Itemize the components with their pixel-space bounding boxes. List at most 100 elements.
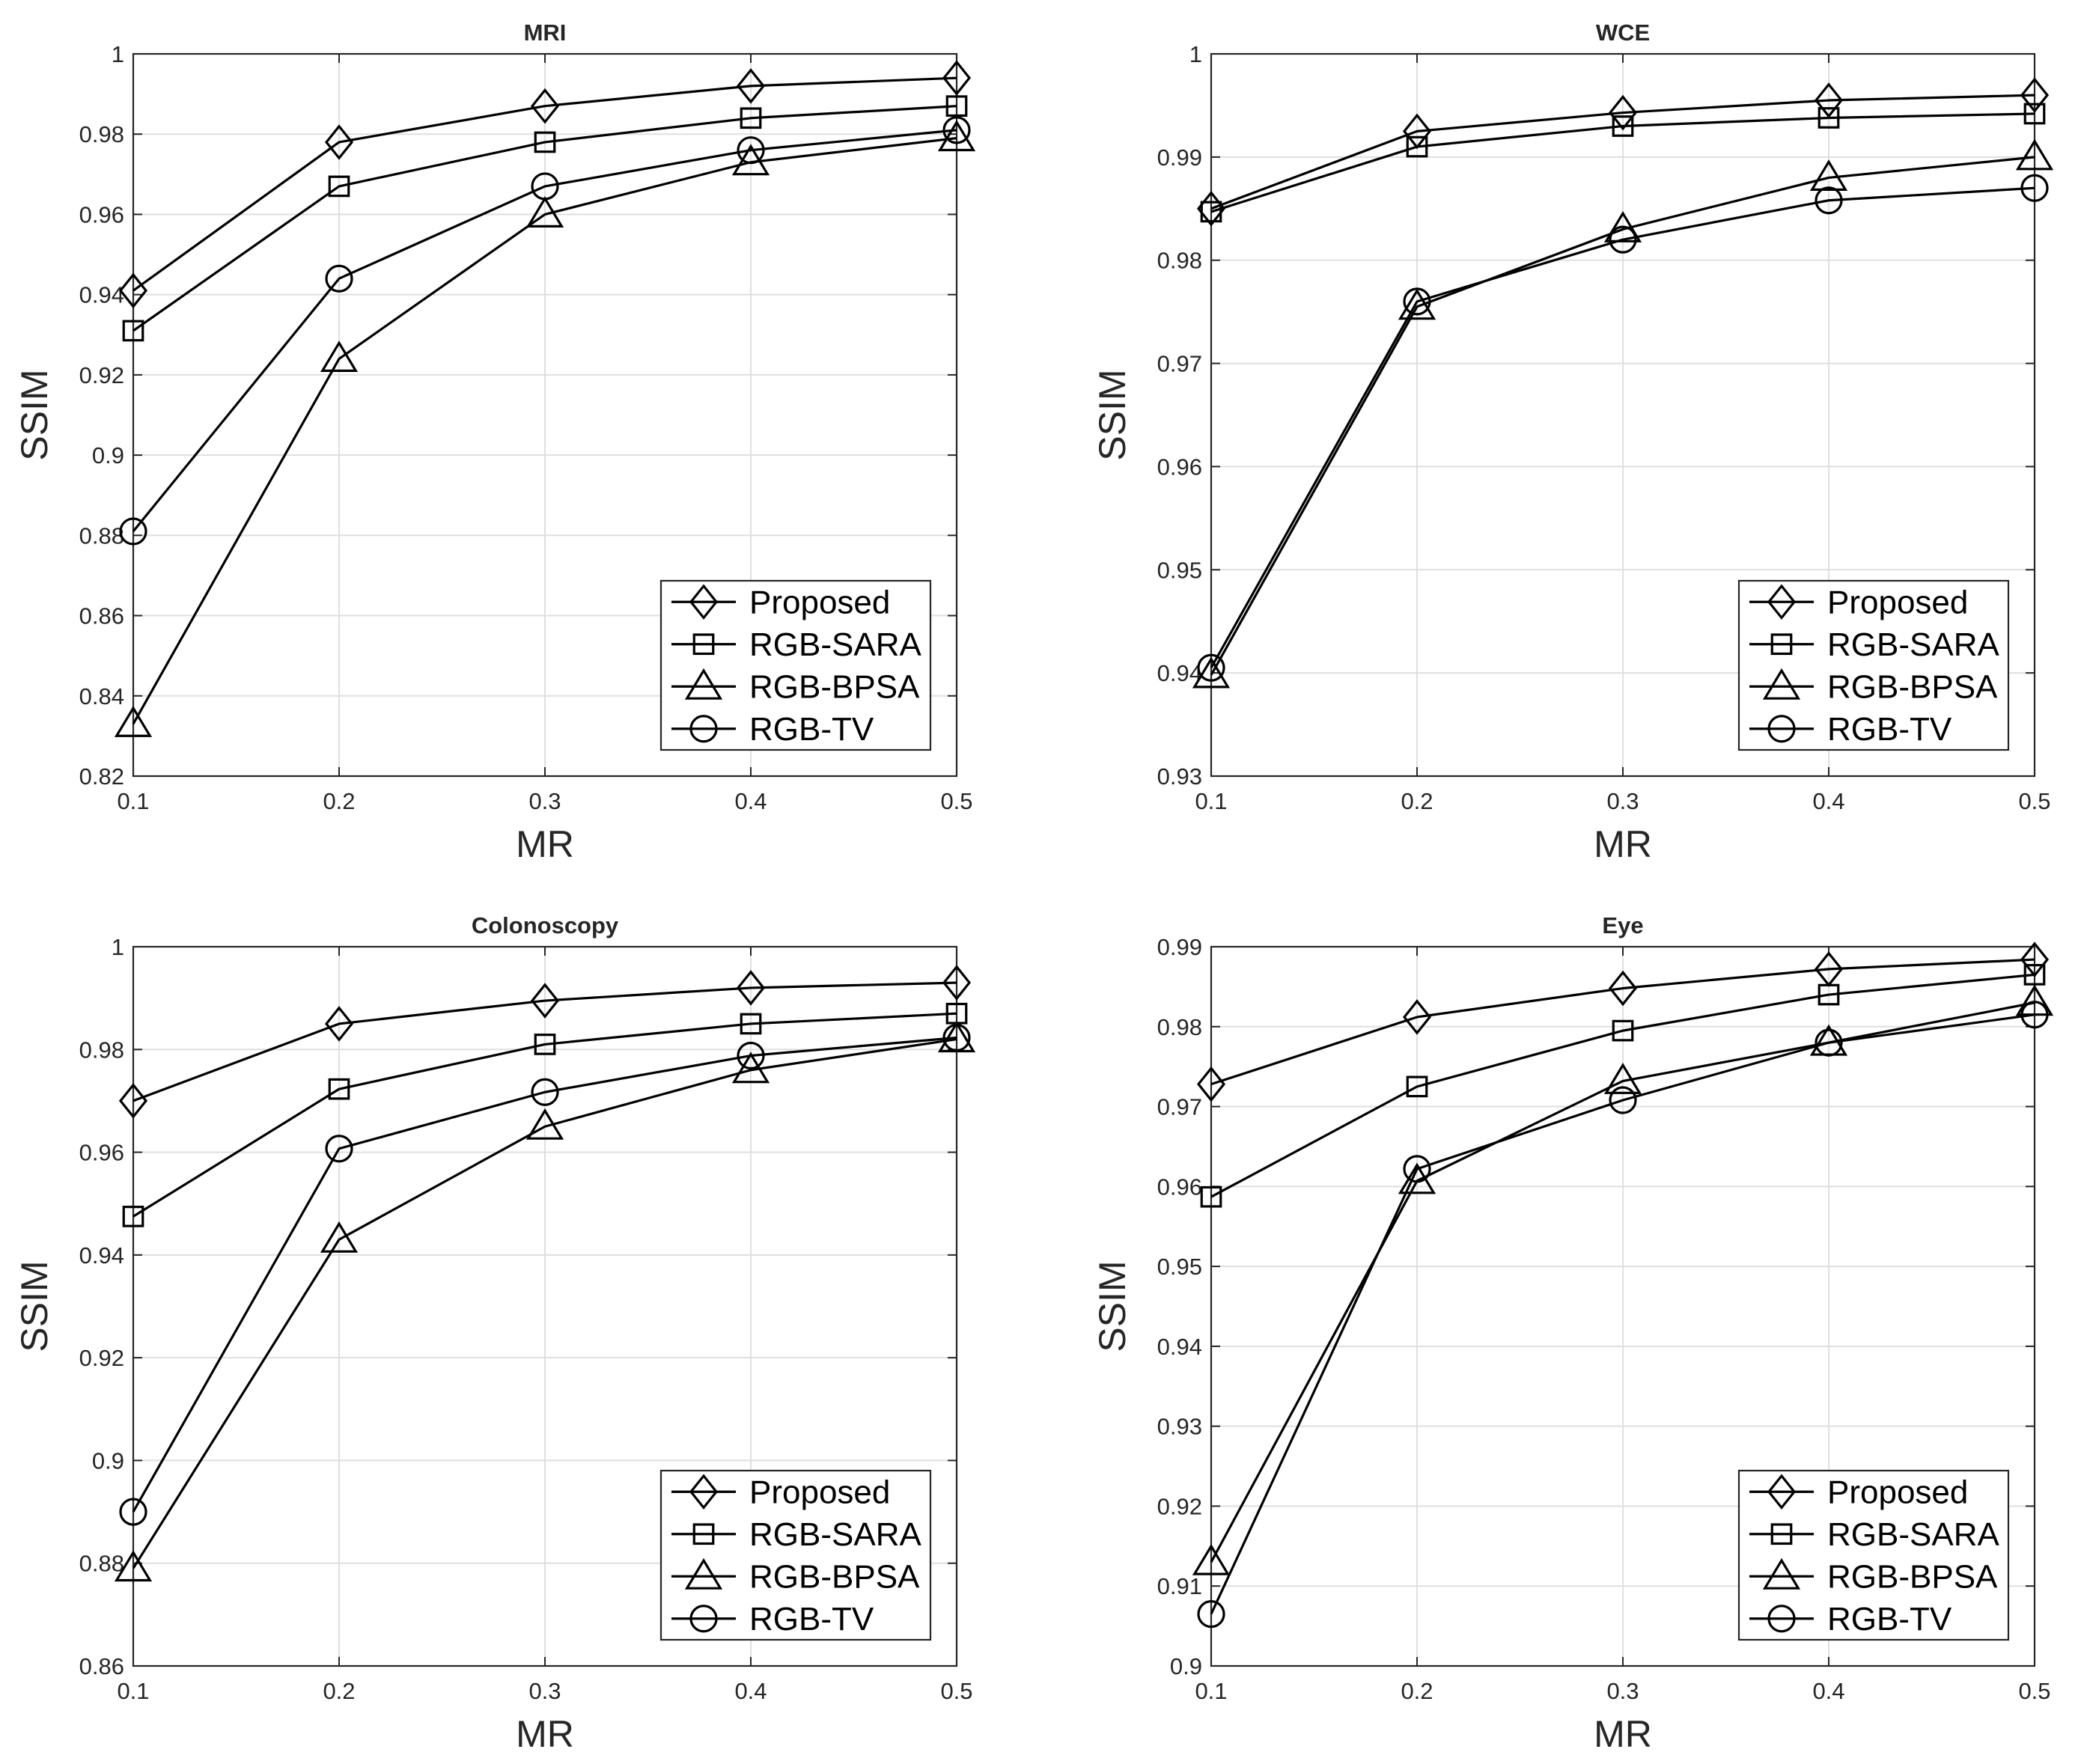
data-point-triangle — [731, 1052, 770, 1084]
x-axis-label: MR — [516, 823, 574, 865]
y-tick-label: 0.99 — [1157, 144, 1202, 171]
legend-label: Proposed — [1827, 1474, 1968, 1510]
data-point-diamond — [1608, 970, 1638, 1007]
data-point-triangle — [320, 1221, 359, 1253]
x-tick-label: 0.4 — [734, 788, 767, 814]
legend-box — [1737, 579, 2010, 751]
data-point-circle — [1197, 653, 1225, 682]
data-point-square — [1612, 115, 1634, 137]
data-point-circle — [1197, 1599, 1225, 1629]
data-point-square — [740, 107, 762, 129]
legend: Proposed RGB-SARA RGB-BPSA RGB-TV — [1737, 1469, 2010, 1641]
series-group — [1192, 941, 2054, 1629]
y-tick-label: 0.82 — [79, 763, 124, 790]
data-point-circle — [325, 264, 353, 293]
x-tick-label: 0.5 — [2018, 1678, 2050, 1704]
x-tick-label: 0.1 — [117, 788, 149, 814]
data-point-diamond — [736, 970, 766, 1006]
legend-marker-circle — [1767, 1605, 1796, 1633]
legend: Proposed RGB-SARA RGB-BPSA RGB-TV — [659, 579, 932, 751]
data-point-circle — [1609, 225, 1637, 254]
x-axis-label: MR — [1594, 1713, 1652, 1755]
series-line — [132, 76, 957, 292]
data-point-square — [122, 320, 144, 342]
chart-title: Eye — [1602, 912, 1643, 939]
legend-box — [659, 579, 932, 751]
legend-item-rgb-sara: RGB-SARA — [671, 626, 921, 663]
legend-label: RGB-TV — [749, 711, 874, 748]
legend: Proposed RGB-SARA RGB-BPSA RGB-TV — [1737, 579, 2010, 751]
chart-panel-colonoscopy: 0.1 0.2 0.3 0.4 0.5 0.86 0.88 0.9 0.92 0.94 0.96 0.… — [13, 912, 976, 1755]
y-tick-label: 0.98 — [79, 1037, 124, 1063]
data-point-square — [945, 1002, 968, 1025]
data-point-diamond — [1402, 999, 1432, 1035]
data-point-circle — [2020, 174, 2049, 202]
legend-item-proposed: Proposed — [1749, 584, 1968, 620]
series-group — [114, 60, 976, 737]
y-tick-label: 0.97 — [1157, 351, 1202, 377]
legend-marker-square — [692, 1523, 715, 1545]
y-tick-label: 0.93 — [1157, 763, 1202, 790]
legend-item-rgb-sara: RGB-SARA — [1749, 1516, 1999, 1553]
data-point-triangle — [320, 341, 359, 372]
x-tick-label: 0.1 — [1195, 1678, 1227, 1704]
series-proposed — [1196, 941, 2050, 1102]
data-point-square — [1612, 1019, 1634, 1042]
legend-label: Proposed — [749, 584, 890, 620]
legend-marker-diamond — [689, 584, 719, 620]
series-rgb-tv — [1197, 174, 2049, 682]
chart-title: MRI — [524, 19, 567, 46]
legend-marker-triangle — [684, 668, 723, 700]
data-point-diamond — [530, 983, 560, 1019]
y-tick-label: 0.88 — [79, 522, 124, 549]
data-point-triangle — [1398, 288, 1436, 320]
legend-label: RGB-BPSA — [1827, 668, 1998, 705]
data-point-square — [328, 1078, 350, 1100]
legend-box — [1737, 1469, 2010, 1641]
data-point-square — [1406, 135, 1428, 158]
chart-panel-eye: 0.1 0.2 0.3 0.4 0.5 0.9 0.91 0.92 0.93 0.94 0.95 0.… — [1091, 912, 2054, 1755]
x-tick-label: 0.5 — [940, 788, 972, 814]
y-tick-label: 0.96 — [79, 1140, 124, 1166]
legend-item-rgb-tv: RGB-TV — [671, 711, 874, 748]
legend-label: RGB-TV — [1827, 1601, 1952, 1638]
data-point-diamond — [324, 1006, 354, 1042]
series-proposed — [118, 965, 972, 1119]
y-tick-label: 0.88 — [79, 1551, 124, 1577]
series-rgb-bpsa — [1192, 984, 2054, 1575]
y-tick-label: 0.9 — [1170, 1653, 1202, 1679]
data-point-square — [328, 175, 350, 198]
series-line — [132, 136, 957, 725]
legend-label: Proposed — [1827, 584, 1968, 620]
legend-label: RGB-BPSA — [1827, 1558, 1998, 1595]
legend-item-rgb-sara: RGB-SARA — [671, 1516, 921, 1553]
data-point-diamond — [118, 272, 148, 309]
series-proposed — [1196, 77, 2050, 227]
x-tick-label: 0.1 — [117, 1678, 149, 1704]
legend-marker-diamond — [689, 1474, 719, 1510]
y-tick-label: 0.94 — [1157, 660, 1202, 686]
chart-panel-wce: 0.1 0.2 0.3 0.4 0.5 0.93 0.94 0.95 0.96 0.97 0.98 0… — [1091, 19, 2054, 865]
y-axis-label: SSIM — [13, 369, 55, 460]
data-point-circle — [325, 1135, 353, 1163]
data-point-square — [1406, 1075, 1428, 1098]
series-line — [1210, 112, 2035, 213]
legend-item-proposed: Proposed — [1749, 1474, 1968, 1510]
data-point-circle — [531, 1078, 559, 1106]
legend-label: RGB-SARA — [749, 626, 921, 663]
y-tick-label: 0.96 — [1157, 454, 1202, 480]
y-tick-label: 0.96 — [1157, 1174, 1202, 1200]
data-point-triangle — [525, 1108, 564, 1140]
data-point-square — [534, 131, 556, 153]
x-tick-label: 0.3 — [528, 1678, 561, 1704]
legend-item-rgb-tv: RGB-TV — [1749, 1601, 1952, 1638]
x-tick-label: 0.2 — [1401, 1678, 1433, 1704]
data-point-triangle — [2015, 984, 2054, 1016]
legend: Proposed RGB-SARA RGB-BPSA RGB-TV — [659, 1469, 932, 1641]
data-point-diamond — [530, 88, 560, 124]
series-line — [132, 1037, 957, 1569]
series-line — [1210, 1001, 2035, 1563]
legend-item-proposed: Proposed — [671, 1474, 890, 1510]
x-tick-label: 0.4 — [734, 1678, 767, 1704]
series-line — [1210, 186, 2035, 669]
